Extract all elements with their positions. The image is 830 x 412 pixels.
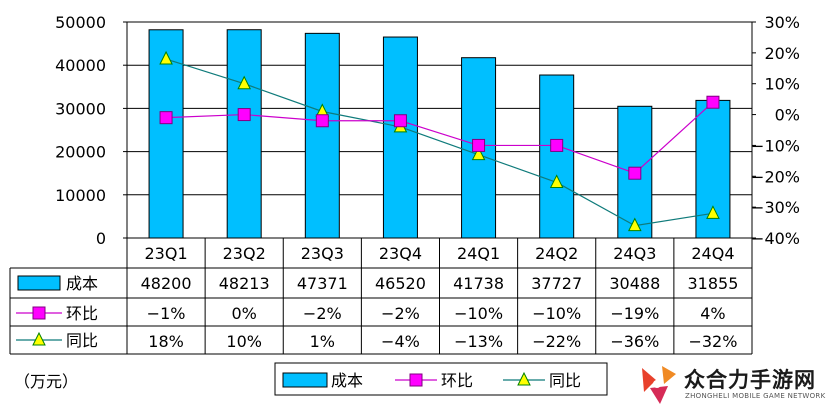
table-cell: 4% <box>700 304 725 323</box>
y-right-tick-label: −20% <box>751 167 800 186</box>
legend-box <box>274 362 608 396</box>
table-cell: 18% <box>148 332 184 351</box>
legend-label: 环比 <box>441 371 473 390</box>
yoy-point-24Q1 <box>471 146 486 161</box>
qoq-point-23Q3 <box>315 114 329 128</box>
x-tick-label: 24Q1 <box>457 244 500 263</box>
bar-23Q2 <box>226 29 262 239</box>
table-cell: −10% <box>532 304 581 323</box>
bar-23Q3 <box>304 32 340 239</box>
qoq-point-23Q2 <box>237 108 251 122</box>
y-left-tick-label: 40000 <box>55 56 106 75</box>
table-cell: −2% <box>303 304 342 323</box>
watermark-logo: 众合力手游网 ZHONGHELI MOBILE GAME NETWORK <box>632 362 828 408</box>
x-tick-label: 24Q4 <box>691 244 734 263</box>
table-cell: −32% <box>688 332 737 351</box>
table-cell: 0% <box>231 304 256 323</box>
y-left-tick-label: 20000 <box>55 143 106 162</box>
legend-key-yoy-marker <box>517 371 531 386</box>
x-tick-label: 23Q4 <box>379 244 422 263</box>
table-cell: 10% <box>226 332 262 351</box>
legend-label: 成本 <box>331 371 363 390</box>
y-left-tick-label: 0 <box>96 229 106 248</box>
table-cell: 41738 <box>453 274 504 293</box>
table-cell: −10% <box>454 304 503 323</box>
table-cell: −19% <box>610 304 659 323</box>
table-row-header: 同比 <box>66 331 98 350</box>
qoq-point-24Q3 <box>628 166 642 180</box>
yoy-point-23Q1 <box>159 50 173 65</box>
table-row-header: 环比 <box>66 304 98 323</box>
y-left-tick-label: 30000 <box>55 99 106 118</box>
yoy-point-24Q3 <box>628 217 642 232</box>
x-tick-label: 24Q3 <box>613 244 656 263</box>
x-tick-label: 23Q1 <box>144 244 187 263</box>
table-cell: 48200 <box>141 274 192 293</box>
y-right-tick-label: 0% <box>775 106 800 125</box>
table-cell: 46520 <box>375 274 426 293</box>
table-key-yoy-marker <box>32 331 46 346</box>
yoy-line <box>165 58 714 227</box>
table-cell: −1% <box>147 304 186 323</box>
watermark-subtext: ZHONGHELI MOBILE GAME NETWORK <box>685 392 826 400</box>
y-right-tick-label: −30% <box>751 198 800 217</box>
y-right-tick-label: 10% <box>764 75 800 94</box>
bar-24Q2 <box>539 74 575 239</box>
x-tick-label: 24Q2 <box>535 244 578 263</box>
y-right-tick-label: 30% <box>764 13 800 32</box>
legend-key-qoq-marker <box>409 373 423 387</box>
qoq-point-24Q2 <box>550 138 564 152</box>
table-cell: 31855 <box>687 274 738 293</box>
legend-label: 同比 <box>549 371 581 390</box>
table-cell: 48213 <box>219 274 270 293</box>
table-cell: −13% <box>454 332 503 351</box>
qoq-point-23Q4 <box>393 114 407 128</box>
table-cell: 37727 <box>531 274 582 293</box>
yoy-point-24Q4 <box>706 205 720 219</box>
unit-label: （万元） <box>14 372 79 391</box>
table-row-header: 成本 <box>66 274 98 293</box>
qoq-point-24Q1 <box>472 138 486 152</box>
qoq-point-23Q1 <box>159 111 173 125</box>
table-cell: 47371 <box>297 274 348 293</box>
y-right-tick-label: −10% <box>751 136 800 155</box>
y-left-tick-label: 10000 <box>55 186 106 205</box>
qoq-line <box>166 101 714 174</box>
table-key-qoq-marker <box>32 306 46 320</box>
yoy-point-24Q2 <box>549 174 564 188</box>
y-right-tick-label: 20% <box>764 44 800 63</box>
table-cell: −4% <box>381 332 420 351</box>
x-tick-label: 23Q3 <box>301 244 344 263</box>
y-right-tick-label: −40% <box>751 229 800 248</box>
table-cell: −22% <box>532 332 581 351</box>
table-cell: −2% <box>381 304 420 323</box>
table-cell: −36% <box>610 332 659 351</box>
logo-icon <box>642 366 676 404</box>
qoq-point-24Q4 <box>706 95 720 109</box>
yoy-point-23Q2 <box>237 75 251 90</box>
y-left-tick-label: 50000 <box>55 13 106 32</box>
x-tick-label: 23Q2 <box>223 244 266 263</box>
watermark-text: 众合力手游网 <box>684 368 816 392</box>
table-cell: 30488 <box>609 274 660 293</box>
table-key-bar <box>17 275 61 291</box>
legend-key-bar <box>282 372 328 388</box>
table-cell: 1% <box>310 332 335 351</box>
bar-23Q4 <box>382 36 418 239</box>
